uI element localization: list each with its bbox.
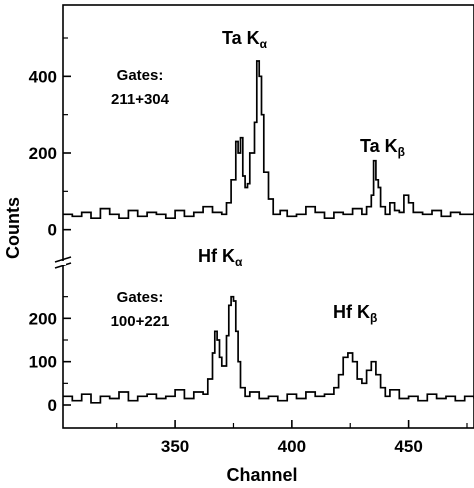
axis-break-mark: [54, 262, 72, 269]
ta-k-beta-label: Ta Kβ: [360, 136, 405, 159]
top-gates-value: 211+304: [111, 91, 170, 108]
axis-break-mark: [54, 256, 72, 263]
bottom-gates-value: 100+221: [111, 313, 170, 330]
series-layer: [63, 60, 474, 404]
x-axis-label: Channel: [226, 465, 297, 485]
plot-frame: [62, 4, 474, 429]
x-tick-label: 450: [394, 437, 422, 456]
x-tick-label: 350: [161, 437, 189, 456]
top-y-tick-label: 0: [48, 221, 57, 240]
y-axis-label: Counts: [3, 197, 23, 259]
bottom-y-tick-label: 100: [29, 353, 57, 372]
ta-k-alpha-label: Ta Kα: [222, 28, 268, 51]
hf-k-alpha-label: Hf Kα: [198, 246, 243, 269]
bottom-spectrum-line: [63, 295, 474, 404]
bottom-gates-label: Gates:: [117, 289, 164, 306]
top-y-tick-label: 400: [29, 67, 57, 86]
bottom-y-tick-label: 0: [48, 396, 57, 415]
ticks-layer: 350 400 450 0 200 400 0 100 200: [29, 37, 468, 456]
x-tick-label: 400: [278, 437, 306, 456]
bottom-y-tick-label: 200: [29, 309, 57, 328]
top-y-tick-label: 200: [29, 144, 57, 163]
hf-k-beta-label: Hf Kβ: [333, 302, 377, 325]
axis-break-marks: [54, 256, 72, 269]
axis-break-gap: [60, 261, 66, 265]
top-spectrum-line: [63, 60, 474, 220]
top-gates-label: Gates:: [117, 67, 164, 84]
